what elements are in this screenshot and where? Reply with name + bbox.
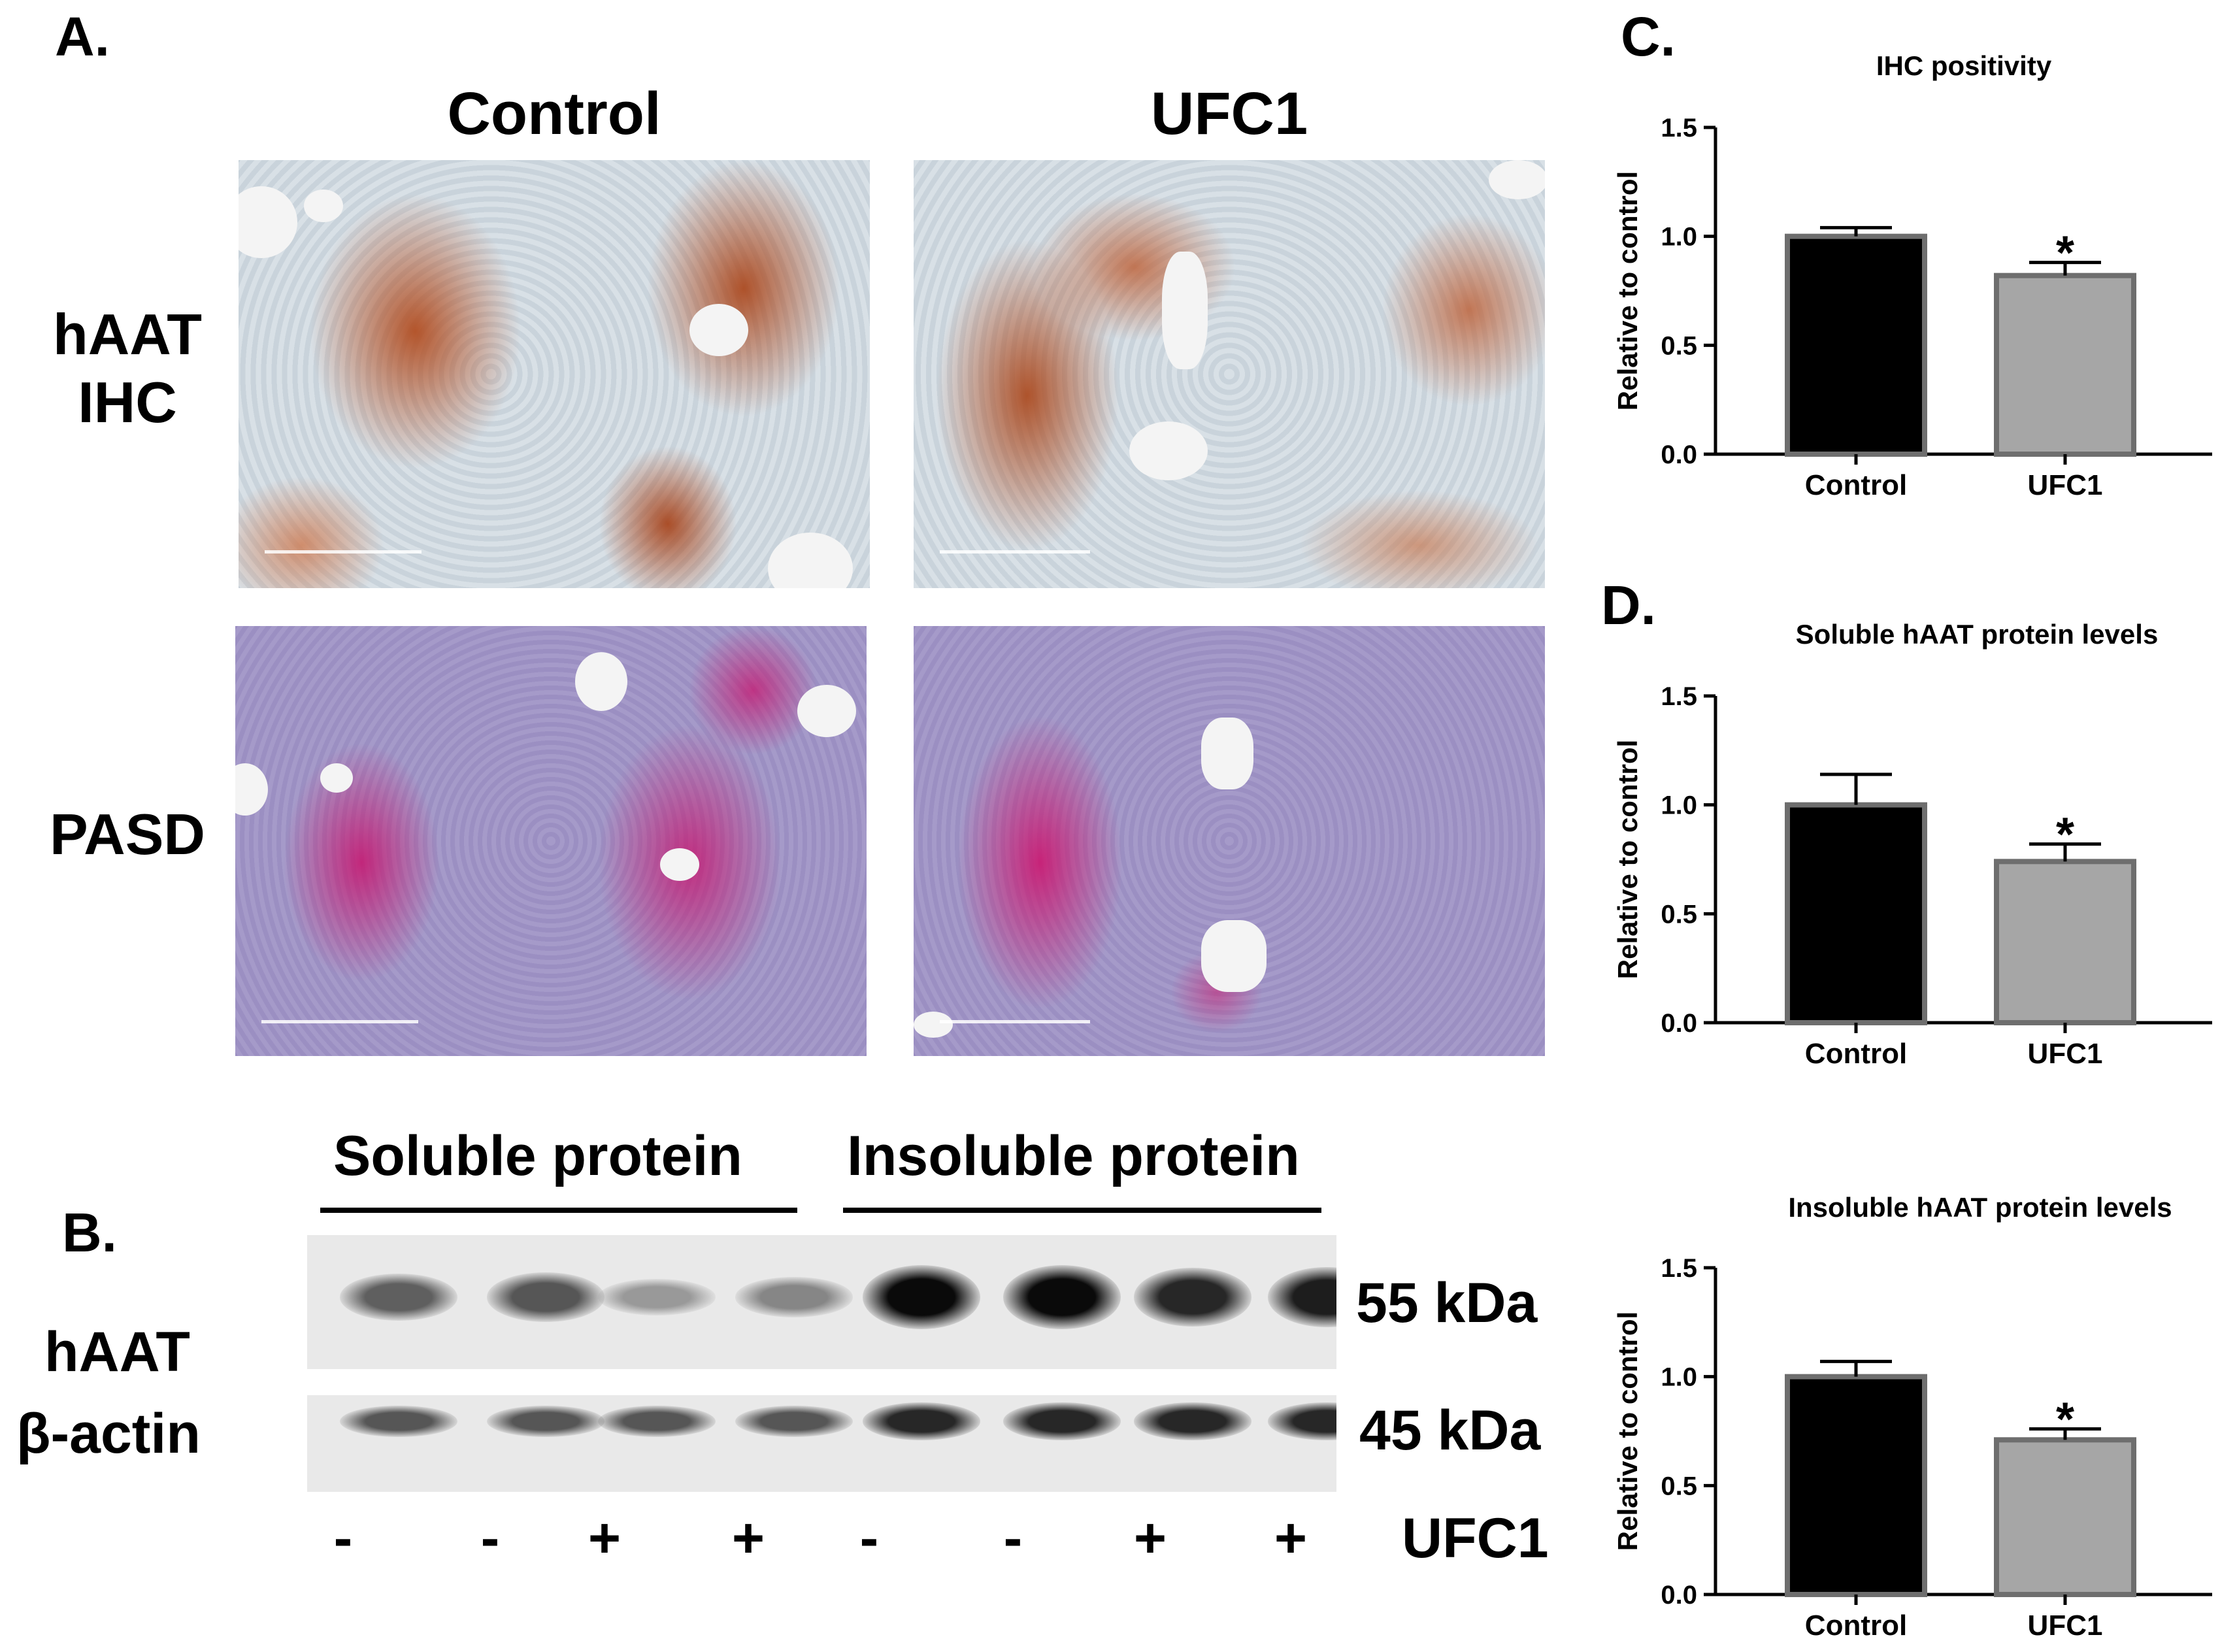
blot-band bbox=[340, 1405, 457, 1438]
scale-bar bbox=[261, 1020, 418, 1023]
column-header-control: Control bbox=[447, 80, 661, 147]
blot-band bbox=[863, 1265, 980, 1329]
lane-sign: - bbox=[859, 1507, 879, 1570]
bar bbox=[1994, 1437, 2136, 1597]
vessel-lumen bbox=[239, 186, 297, 258]
kda-55-label: 55 kDa bbox=[1356, 1272, 1538, 1334]
blot-row-label-actin: β-actin bbox=[16, 1402, 201, 1465]
y-tick-label: 0.5 bbox=[1661, 900, 1697, 929]
panel-d-letter: D. bbox=[1601, 574, 1656, 636]
x-tick-label: UFC1 bbox=[2028, 469, 2103, 501]
lane-sign: - bbox=[480, 1507, 500, 1570]
blot-band bbox=[487, 1405, 605, 1438]
vessel-lumen bbox=[1201, 920, 1267, 992]
row-header-pasd: PASD bbox=[50, 802, 205, 867]
bar bbox=[1785, 233, 1927, 457]
vessel-lumen bbox=[575, 652, 627, 711]
blot-row-label-haat: hAAT bbox=[44, 1321, 190, 1383]
lane-sign: + bbox=[731, 1507, 765, 1570]
western-blot-haat bbox=[307, 1235, 1336, 1369]
blot-band bbox=[598, 1405, 716, 1438]
x-tick-label: UFC1 bbox=[2028, 1610, 2103, 1642]
y-tick-label: 0.0 bbox=[1661, 1009, 1697, 1038]
blot-band bbox=[1003, 1402, 1121, 1440]
y-tick-label: 0.5 bbox=[1661, 1472, 1697, 1500]
lane-sign: + bbox=[1274, 1507, 1308, 1570]
kda-45-label: 45 kDa bbox=[1359, 1399, 1541, 1462]
y-tick-label: 0.0 bbox=[1661, 1581, 1697, 1610]
column-header-ufc1: UFC1 bbox=[1150, 80, 1308, 147]
significance-marker: * bbox=[2056, 809, 2074, 861]
lane-sign: + bbox=[588, 1507, 621, 1570]
x-tick-label: Control bbox=[1805, 1038, 1907, 1070]
vessel-lumen bbox=[1162, 252, 1208, 369]
y-tick-label: 1.5 bbox=[1661, 1254, 1697, 1283]
blot-band bbox=[1134, 1402, 1251, 1440]
y-axis-label: Relative to control bbox=[1612, 1312, 1643, 1551]
significance-marker: * bbox=[2056, 227, 2074, 280]
vessel-lumen bbox=[689, 304, 748, 356]
panel-b-letter: B. bbox=[62, 1202, 117, 1263]
lane-sign: - bbox=[1003, 1507, 1023, 1570]
treatment-label-ufc1: UFC1 bbox=[1402, 1507, 1549, 1570]
chart-title: Insoluble hAAT protein levels bbox=[1788, 1192, 2172, 1223]
y-tick-label: 1.0 bbox=[1661, 1363, 1697, 1392]
vessel-lumen bbox=[914, 1012, 953, 1038]
vessel-lumen bbox=[660, 848, 699, 881]
scale-bar bbox=[940, 1020, 1090, 1023]
western-blot-actin bbox=[307, 1395, 1336, 1492]
row-header-ihc-line: IHC bbox=[78, 369, 177, 435]
micrograph-control-pasd bbox=[235, 626, 867, 1056]
vessel-lumen bbox=[768, 533, 853, 588]
vessel-lumen bbox=[797, 685, 856, 737]
soluble-protein-label: Soluble protein bbox=[333, 1125, 742, 1187]
panel-a-letter: A. bbox=[55, 6, 110, 67]
chart-title: IHC positivity bbox=[1876, 50, 2052, 81]
y-tick-label: 0.0 bbox=[1661, 440, 1697, 469]
row-header-haat-line: hAAT bbox=[52, 302, 203, 367]
lane-sign: - bbox=[333, 1507, 353, 1570]
x-tick-label: Control bbox=[1805, 1610, 1907, 1642]
vessel-lumen bbox=[304, 190, 343, 222]
vessel-lumen bbox=[1129, 421, 1208, 480]
bar bbox=[1994, 859, 2136, 1026]
blot-band bbox=[863, 1402, 980, 1440]
micrograph-ufc1-pasd bbox=[914, 626, 1545, 1056]
blot-band bbox=[1003, 1265, 1121, 1329]
micrograph-ufc1-ihc bbox=[914, 160, 1545, 588]
y-tick-label: 0.5 bbox=[1661, 331, 1697, 360]
vessel-lumen bbox=[1201, 718, 1253, 789]
panel-c-letter: C. bbox=[1621, 6, 1676, 67]
x-tick-label: Control bbox=[1805, 469, 1907, 501]
vessel-lumen bbox=[320, 763, 353, 793]
bar bbox=[1785, 802, 1927, 1025]
soluble-protein-bracket bbox=[320, 1208, 797, 1213]
row-header-haat-ihc: hAAT IHC bbox=[26, 301, 229, 437]
y-tick-label: 1.5 bbox=[1661, 682, 1697, 711]
blot-band bbox=[598, 1279, 716, 1315]
blot-band bbox=[735, 1405, 853, 1438]
insoluble-protein-bracket bbox=[843, 1208, 1321, 1213]
blot-band bbox=[487, 1272, 605, 1322]
lane-sign: + bbox=[1133, 1507, 1167, 1570]
y-tick-label: 1.0 bbox=[1661, 791, 1697, 820]
micrograph-control-ihc bbox=[239, 160, 870, 588]
scale-bar bbox=[265, 550, 422, 553]
blot-band bbox=[735, 1277, 853, 1317]
bar bbox=[1785, 1374, 1927, 1598]
chart-title: Soluble hAAT protein levels bbox=[1796, 619, 2159, 650]
blot-band bbox=[1134, 1268, 1251, 1327]
vessel-lumen bbox=[1489, 160, 1545, 199]
insoluble-protein-label: Insoluble protein bbox=[847, 1125, 1300, 1187]
y-axis-label: Relative to control bbox=[1612, 171, 1643, 410]
y-tick-label: 1.5 bbox=[1661, 114, 1697, 142]
x-tick-label: UFC1 bbox=[2028, 1038, 2103, 1070]
significance-marker: * bbox=[2056, 1394, 2074, 1446]
y-tick-label: 1.0 bbox=[1661, 223, 1697, 252]
scale-bar bbox=[940, 550, 1090, 553]
y-axis-label: Relative to control bbox=[1612, 740, 1643, 979]
blot-band bbox=[340, 1273, 457, 1321]
bar bbox=[1994, 273, 2136, 457]
